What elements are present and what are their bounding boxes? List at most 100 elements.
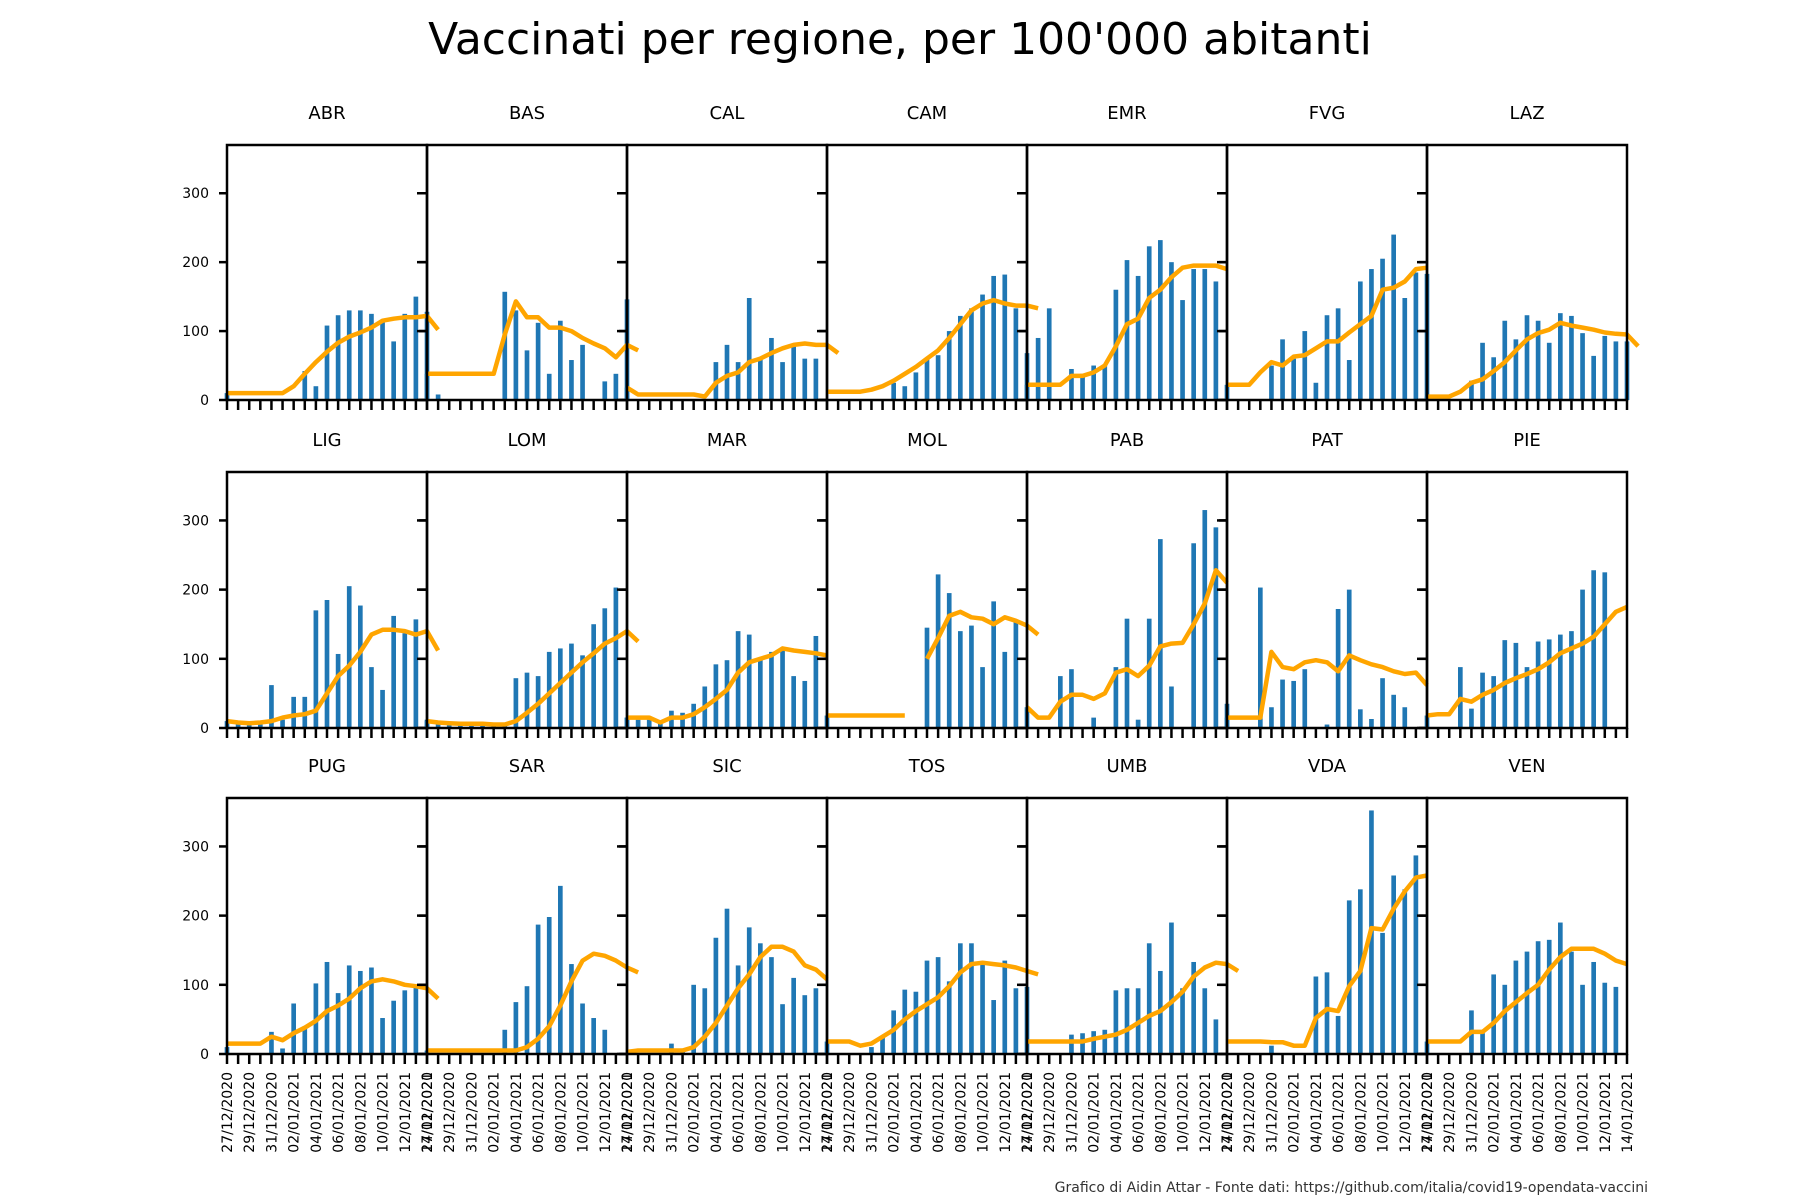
x-tick-label: 12/01/2021: [398, 1072, 414, 1153]
bar-umb: [1124, 988, 1130, 1054]
bar-sic: [746, 927, 752, 1054]
bar-lom: [569, 643, 574, 728]
line-mar: [627, 646, 828, 725]
bar-mar: [680, 712, 685, 728]
bar-abr: [380, 320, 385, 400]
bar-pug: [291, 1003, 296, 1054]
line-mol: [827, 609, 1040, 718]
bar-pug: [369, 967, 374, 1054]
x-tick-label: 06/01/2021: [931, 1072, 947, 1153]
bar-sic: [780, 1004, 785, 1054]
bar-umb: [1113, 990, 1119, 1054]
x-tick-label: 12/01/2021: [798, 1072, 814, 1153]
bar-emr: [1102, 365, 1108, 400]
bar-mol: [935, 574, 941, 728]
line-pie: [1426, 604, 1628, 718]
bar-cam: [924, 358, 930, 400]
bar-fvg: [1413, 272, 1419, 400]
bar-lig: [402, 633, 408, 728]
panel-title-abr: ABR: [308, 103, 345, 124]
panel-title-vda: VDA: [1308, 756, 1347, 777]
bar-pie: [1469, 708, 1474, 728]
bar-cal: [724, 344, 730, 400]
bar-tos: [880, 1036, 885, 1054]
bar-pie: [1546, 639, 1552, 728]
y-tick-label: 100: [182, 324, 209, 340]
bar-pie: [1491, 676, 1496, 728]
bar-sic: [813, 988, 819, 1054]
panel-title-laz: LAZ: [1509, 103, 1544, 124]
bar-fvg: [1324, 315, 1330, 400]
bar-tos: [958, 943, 963, 1054]
panel-title-pat: PAT: [1311, 430, 1344, 451]
bar-tos: [980, 961, 985, 1054]
x-tick-label: 04/01/2021: [1309, 1072, 1325, 1153]
bar-cal: [813, 358, 819, 400]
bar-umb: [1213, 1019, 1219, 1054]
x-tick-label: 08/01/2021: [353, 1072, 369, 1153]
x-tick-label: 02/01/2021: [287, 1072, 303, 1153]
bar-lom: [458, 724, 463, 728]
bar-cal: [802, 358, 808, 400]
bar-mol: [946, 593, 952, 728]
y-tick-label: 100: [182, 652, 209, 668]
x-tick-label: 10/01/2021: [1176, 1072, 1192, 1153]
panel-title-tos: TOS: [908, 756, 946, 777]
bar-pug: [402, 990, 408, 1054]
x-tick-label: 10/01/2021: [576, 1072, 592, 1153]
bar-laz: [1580, 333, 1585, 400]
bar-lom: [580, 655, 585, 728]
bar-sic: [769, 957, 774, 1054]
bar-ven: [1569, 951, 1574, 1054]
panel-title-pug: PUG: [308, 756, 346, 777]
x-tick-label: 12/01/2021: [1398, 1072, 1414, 1153]
bar-tos: [1013, 988, 1019, 1054]
x-tick-label: 14/01/2021: [1620, 1072, 1636, 1153]
bar-lig: [258, 724, 263, 728]
bar-bas: [535, 322, 541, 400]
bar-pat: [1402, 707, 1408, 728]
bar-pab: [1158, 539, 1163, 728]
bar-vda: [1335, 1015, 1341, 1054]
x-tick-label: 14/01/2021: [1420, 1072, 1436, 1153]
bar-cam: [980, 294, 985, 400]
bar-fvg: [1402, 298, 1408, 400]
panel-title-ven: VEN: [1508, 756, 1545, 777]
bar-lom: [513, 678, 519, 728]
bar-lom: [480, 724, 485, 728]
bar-sic: [758, 943, 763, 1054]
y-tick-label: 300: [182, 186, 209, 202]
bar-emr: [1202, 269, 1208, 400]
x-tick-label: 31/12/2020: [664, 1072, 680, 1153]
bar-pie: [1513, 642, 1519, 728]
bar-sic: [724, 908, 730, 1054]
bar-mol: [991, 601, 996, 728]
bar-cam: [1013, 308, 1019, 400]
bar-emr: [1213, 281, 1219, 400]
bar-emr: [1135, 275, 1141, 400]
bar-emr: [1069, 368, 1074, 400]
bar-fvg: [1269, 365, 1274, 400]
line-pat: [1227, 649, 1429, 720]
panel-title-pab: PAB: [1110, 430, 1144, 451]
bar-ven: [1502, 984, 1508, 1054]
bar-fvg: [1280, 339, 1285, 400]
bar-lom: [524, 672, 530, 728]
bar-sar: [580, 1003, 585, 1054]
bar-pab: [1124, 618, 1130, 728]
bar-pat: [1358, 709, 1363, 728]
bar-emr: [1146, 246, 1152, 400]
x-tick-label: 06/01/2021: [331, 1072, 347, 1153]
x-tick-label: 31/12/2020: [1064, 1072, 1080, 1153]
bar-ven: [1613, 986, 1619, 1054]
bar-laz: [1469, 380, 1474, 400]
bar-fvg: [1369, 269, 1374, 400]
bar-cal: [769, 337, 774, 400]
x-tick-label: 14/01/2021: [820, 1072, 836, 1153]
bar-umb: [1146, 943, 1152, 1054]
x-tick-label: 14/01/2021: [1220, 1072, 1236, 1153]
bar-fvg: [1302, 331, 1308, 400]
y-tick-label: 200: [182, 255, 209, 271]
bar-vda: [1402, 889, 1408, 1054]
